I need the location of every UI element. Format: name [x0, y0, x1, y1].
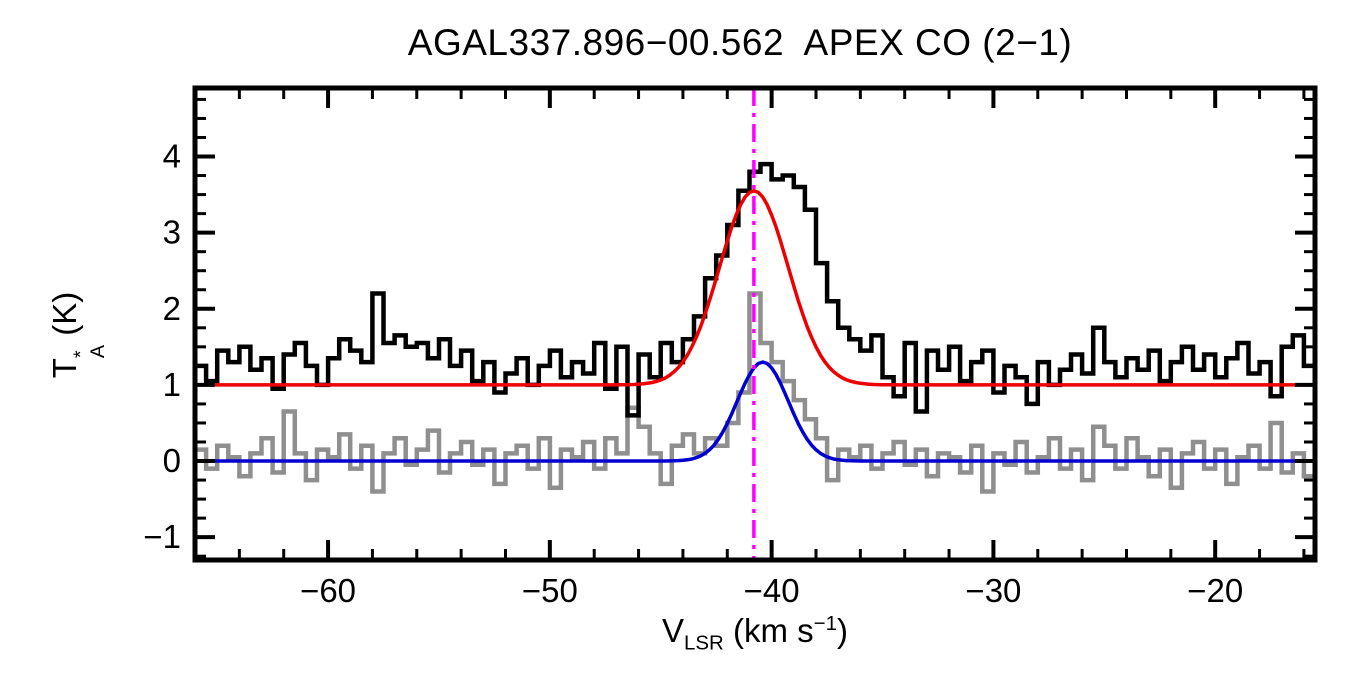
plot-frame [192, 85, 1318, 563]
y-tick-label: −1 [143, 518, 181, 555]
plot-title: AGAL337.896−00.562 APEX CO (2−1) [407, 22, 1073, 63]
y-tick-label: 3 [163, 214, 181, 251]
y-label-symbol: T [45, 358, 83, 379]
x-label-unit-prefix: (km s [723, 612, 814, 649]
x-label-subscript: LSR [684, 631, 724, 655]
y-tick-label: 2 [163, 290, 181, 327]
y-tick-label: 4 [163, 138, 181, 175]
x-tick-label: −30 [965, 572, 1021, 609]
red-fit-curve [195, 189, 1313, 387]
y-tick-label: 1 [163, 366, 181, 403]
x-tick-label: −20 [1187, 572, 1243, 609]
x-label-unit-suffix: ) [836, 612, 848, 649]
y-label-unit: (K) [45, 291, 83, 345]
y-label-supsub: * A [69, 344, 109, 359]
x-tick-label: −60 [300, 572, 356, 609]
y-axis-label: T * A (K) [45, 291, 109, 379]
x-axis-label: VLSR (km s−1) [195, 612, 1315, 653]
y-tick-label: 0 [163, 442, 181, 479]
x-label-superscript: −1 [813, 612, 837, 635]
x-label-symbol: V [662, 612, 685, 649]
x-tick-label: −40 [744, 572, 800, 609]
x-tick-label: −50 [522, 572, 578, 609]
